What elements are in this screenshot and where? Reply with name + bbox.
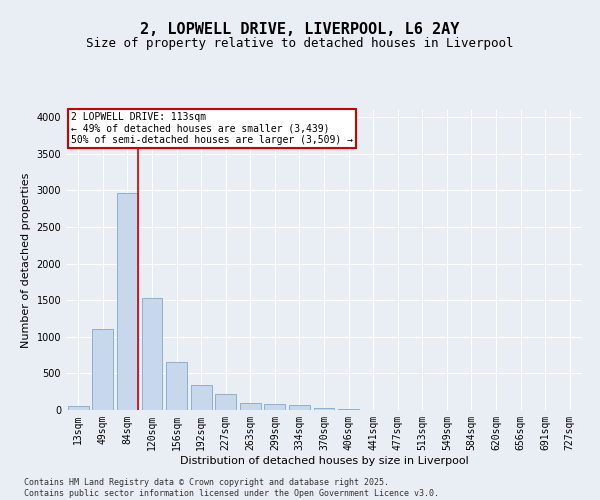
Bar <box>338 409 359 410</box>
Text: Contains HM Land Registry data © Crown copyright and database right 2025.
Contai: Contains HM Land Registry data © Crown c… <box>24 478 439 498</box>
Text: Size of property relative to detached houses in Liverpool: Size of property relative to detached ho… <box>86 38 514 51</box>
Bar <box>117 192 138 410</box>
Bar <box>166 362 187 410</box>
Bar <box>265 404 286 410</box>
Bar <box>215 394 236 410</box>
X-axis label: Distribution of detached houses by size in Liverpool: Distribution of detached houses by size … <box>179 456 469 466</box>
Text: 2 LOPWELL DRIVE: 113sqm
← 49% of detached houses are smaller (3,439)
50% of semi: 2 LOPWELL DRIVE: 113sqm ← 49% of detache… <box>71 112 353 144</box>
Bar <box>289 405 310 410</box>
Bar <box>191 385 212 410</box>
Y-axis label: Number of detached properties: Number of detached properties <box>21 172 31 348</box>
Text: 2, LOPWELL DRIVE, LIVERPOOL, L6 2AY: 2, LOPWELL DRIVE, LIVERPOOL, L6 2AY <box>140 22 460 38</box>
Bar <box>68 406 89 410</box>
Bar <box>92 329 113 410</box>
Bar <box>142 298 163 410</box>
Bar <box>314 408 334 410</box>
Bar <box>240 404 261 410</box>
